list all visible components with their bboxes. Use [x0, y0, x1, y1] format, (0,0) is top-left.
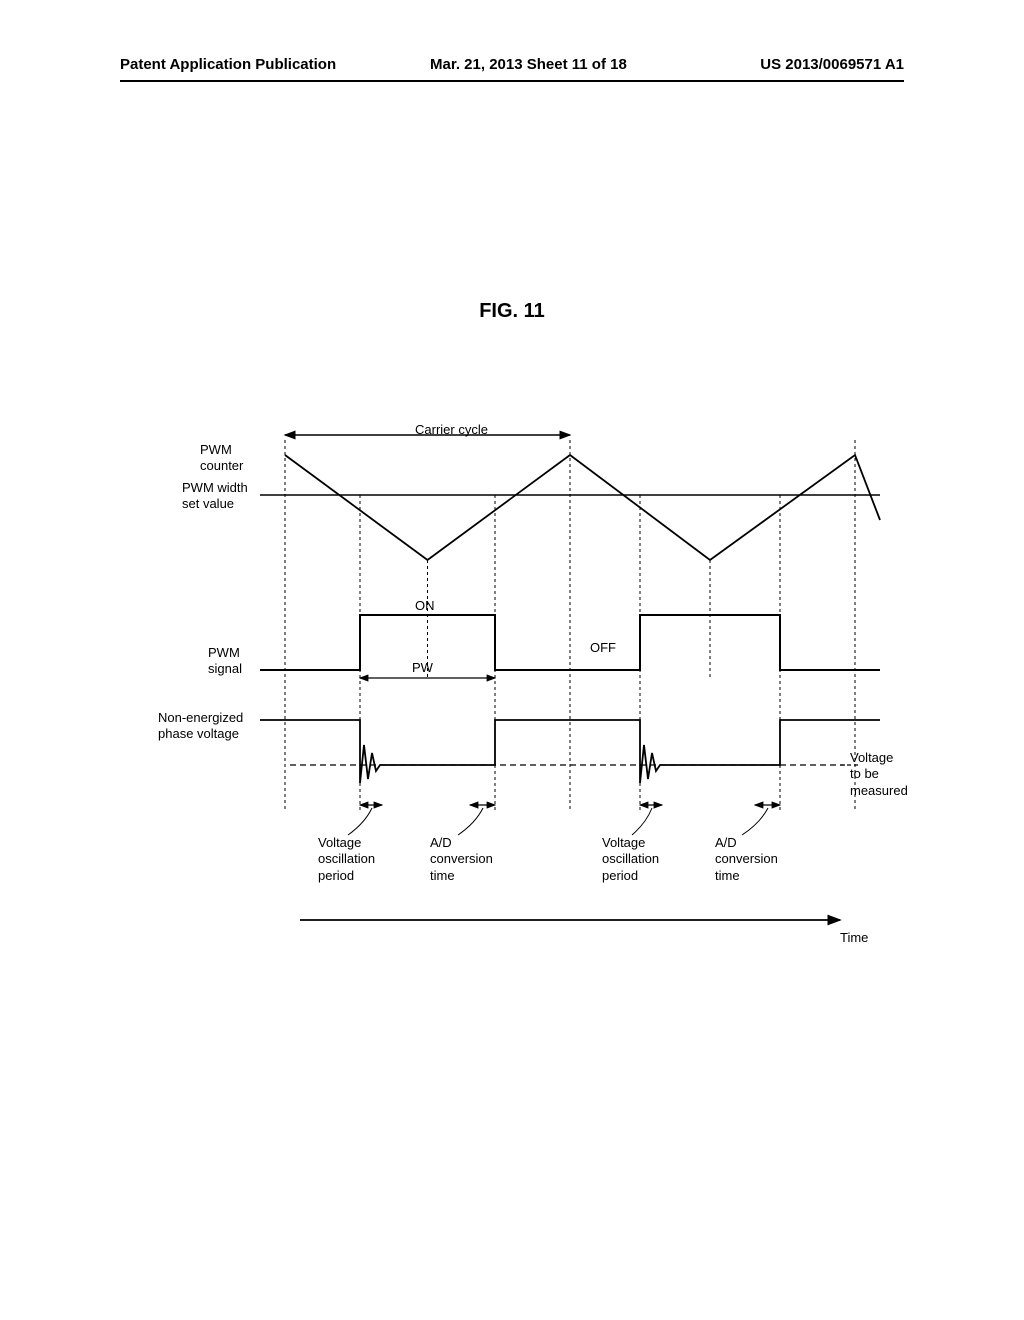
- label-ad-conv-2: A/D conversion time: [715, 835, 778, 884]
- figure-title: FIG. 11: [0, 300, 1024, 323]
- header-right: US 2013/0069571 A1: [760, 56, 904, 73]
- label-off: OFF: [590, 640, 616, 656]
- header-rule: [120, 80, 904, 82]
- header-center: Mar. 21, 2013 Sheet 11 of 18: [430, 56, 627, 73]
- label-voltage-osc-1: Voltage oscillation period: [318, 835, 375, 884]
- label-on: ON: [415, 598, 435, 614]
- label-pwm-counter: PWM counter: [200, 442, 243, 475]
- label-carrier-cycle: Carrier cycle: [415, 422, 488, 438]
- label-non-energized: Non-energized phase voltage: [158, 710, 243, 743]
- label-pw: PW: [412, 660, 433, 676]
- label-pwm-signal: PWM signal: [208, 645, 242, 678]
- label-voltage-measured: Voltage to be measured: [850, 750, 908, 799]
- label-voltage-osc-2: Voltage oscillation period: [602, 835, 659, 884]
- header-left: Patent Application Publication: [120, 56, 336, 73]
- timing-diagram: PWM counter PWM width set value PWM sign…: [140, 420, 880, 960]
- label-ad-conv-1: A/D conversion time: [430, 835, 493, 884]
- label-pwm-width-set: PWM width set value: [182, 480, 248, 513]
- label-time: Time: [840, 930, 868, 946]
